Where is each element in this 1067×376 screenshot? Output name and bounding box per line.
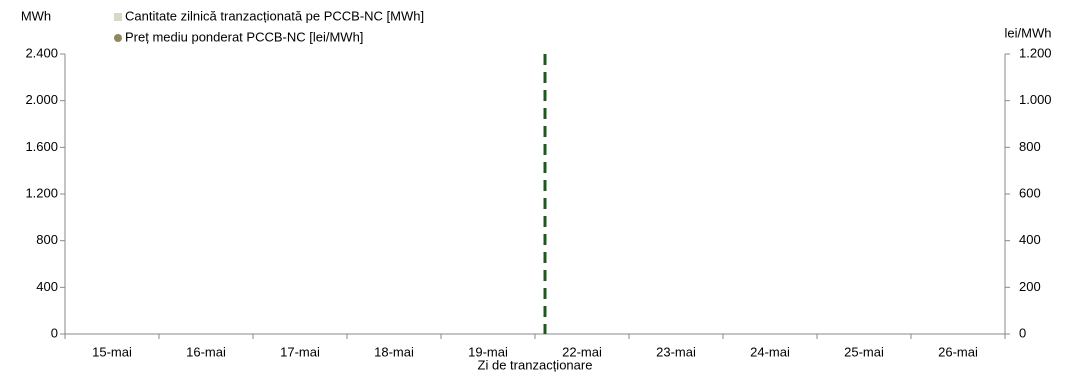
y-tick-label: 2.000 xyxy=(25,92,58,107)
y2-axis-label: lei/MWh xyxy=(1005,25,1052,40)
y-tick-label: 400 xyxy=(36,279,58,294)
y-tick-label: 800 xyxy=(36,232,58,247)
legend-label: Preț mediu ponderat PCCB-NC [lei/MWh] xyxy=(125,29,363,44)
x-tick-label: 17-mai xyxy=(280,344,320,359)
x-tick-label: 19-mai xyxy=(468,344,508,359)
legend-swatch xyxy=(114,13,122,21)
x-tick-label: 15-mai xyxy=(92,344,132,359)
y2-tick-label: 1.000 xyxy=(1019,92,1052,107)
y-tick-label: 2.400 xyxy=(25,45,58,60)
y-axis-label: MWh xyxy=(21,8,51,23)
x-axis-label: Zi de tranzacționare xyxy=(478,357,593,372)
x-tick-label: 25-mai xyxy=(844,344,884,359)
x-tick-label: 22-mai xyxy=(562,344,602,359)
legend-label: Cantitate zilnică tranzacționată pe PCCB… xyxy=(125,8,424,23)
y-tick-label: 0 xyxy=(51,325,58,340)
y2-tick-label: 0 xyxy=(1019,325,1026,340)
y2-tick-label: 600 xyxy=(1019,185,1041,200)
y-tick-label: 1.200 xyxy=(25,185,58,200)
y2-tick-label: 800 xyxy=(1019,139,1041,154)
x-tick-label: 16-mai xyxy=(186,344,226,359)
y2-tick-label: 200 xyxy=(1019,279,1041,294)
legend-swatch xyxy=(114,34,122,42)
x-tick-label: 23-mai xyxy=(656,344,696,359)
y2-tick-label: 1.200 xyxy=(1019,45,1052,60)
y2-tick-label: 400 xyxy=(1019,232,1041,247)
x-tick-label: 18-mai xyxy=(374,344,414,359)
x-tick-label: 26-mai xyxy=(938,344,978,359)
y-tick-label: 1.600 xyxy=(25,139,58,154)
x-tick-label: 24-mai xyxy=(750,344,790,359)
